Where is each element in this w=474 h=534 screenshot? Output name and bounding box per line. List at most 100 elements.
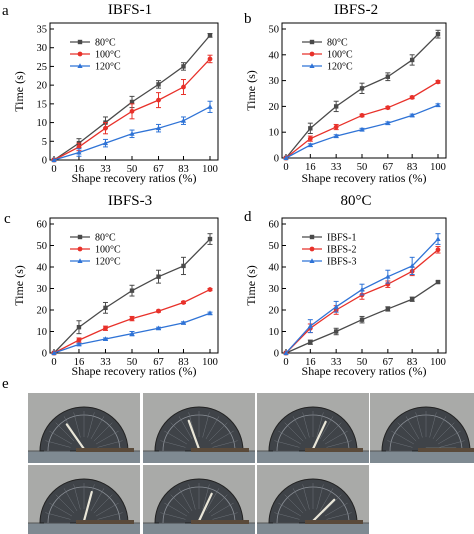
protractor-ray bbox=[326, 440, 352, 448]
data-point bbox=[333, 303, 339, 309]
protractor-ray bbox=[316, 484, 324, 510]
chart-title: IBFS-2 bbox=[334, 2, 378, 18]
y-tick-label: 0 bbox=[274, 349, 279, 360]
protractor-ray bbox=[302, 412, 310, 438]
legend-marker bbox=[77, 234, 83, 240]
data-point bbox=[76, 149, 82, 155]
x-tick-label: 100 bbox=[202, 357, 218, 368]
protractor-ray bbox=[437, 430, 461, 445]
x-tick-label: 67 bbox=[383, 162, 394, 173]
clamp-bar bbox=[191, 448, 249, 452]
protractor-ray bbox=[212, 440, 238, 448]
legend-label: IBFS-3 bbox=[327, 257, 356, 268]
legend-marker bbox=[77, 63, 83, 68]
data-point bbox=[129, 288, 135, 293]
x-tick-label: 83 bbox=[178, 164, 189, 175]
data-point bbox=[103, 305, 108, 311]
protractor-ray bbox=[284, 494, 304, 514]
protractor-ray bbox=[439, 440, 465, 448]
data-point bbox=[51, 157, 57, 162]
data-point bbox=[308, 340, 313, 345]
protractor-ray bbox=[55, 494, 75, 514]
data-point bbox=[283, 155, 289, 160]
ruler-strip bbox=[28, 451, 140, 463]
series-120°C: 120°C bbox=[51, 62, 213, 162]
data-point bbox=[156, 82, 161, 87]
data-point bbox=[359, 113, 365, 118]
data-point bbox=[359, 86, 365, 91]
y-tick-label: 30 bbox=[269, 76, 280, 87]
sample-strip bbox=[187, 419, 201, 451]
x-tick-label: 67 bbox=[383, 357, 394, 368]
legend-marker bbox=[77, 258, 83, 263]
y-tick-label: 40 bbox=[269, 263, 280, 274]
ruler-strip bbox=[370, 451, 474, 463]
y-tick-label: 30 bbox=[269, 284, 280, 295]
data-point bbox=[409, 57, 415, 63]
ruler-strip bbox=[257, 523, 369, 534]
x-tick-label: 33 bbox=[100, 164, 111, 175]
y-tick-label: 30 bbox=[37, 43, 48, 54]
data-point bbox=[207, 310, 213, 316]
y-tick-label: 35 bbox=[37, 25, 48, 36]
panel-letter: b bbox=[244, 11, 252, 27]
protractor-ray bbox=[202, 412, 210, 438]
protractor-ray bbox=[93, 422, 113, 442]
data-point bbox=[207, 236, 213, 242]
y-tick-label: 50 bbox=[269, 25, 280, 36]
series-line bbox=[285, 249, 439, 354]
protractor-ray bbox=[63, 488, 78, 512]
series-80°C: 80°C bbox=[283, 29, 441, 161]
x-tick-label: 100 bbox=[430, 162, 446, 173]
x-tick-label: 50 bbox=[127, 164, 138, 175]
data-point bbox=[308, 126, 313, 131]
series-IBFS-3: IBFS-3 bbox=[283, 233, 441, 355]
protractor-ray bbox=[429, 412, 437, 438]
legend-label: 80°C bbox=[95, 233, 116, 244]
protractor-ray bbox=[274, 440, 300, 448]
clamp-bar bbox=[76, 520, 134, 524]
protractor-ray bbox=[170, 494, 190, 514]
y-tick-label: 20 bbox=[37, 81, 48, 92]
y-tick-label: 20 bbox=[269, 102, 280, 113]
x-tick-label: 83 bbox=[178, 357, 189, 368]
chart-panel-a: 0 5 10 15 20 25 30 35 0 16 33 50 67 83 100 IBFS-1 a Shape… bbox=[2, 2, 219, 185]
protractor-ray bbox=[322, 422, 342, 442]
legend-marker bbox=[309, 51, 315, 57]
data-point bbox=[385, 74, 391, 79]
data-point bbox=[333, 124, 339, 130]
legend-marker bbox=[77, 51, 83, 57]
protractor-ray bbox=[319, 416, 334, 440]
protractor-ray bbox=[397, 422, 417, 442]
data-point bbox=[129, 316, 135, 321]
protractor-ray bbox=[435, 422, 455, 442]
y-axis-label: Time (s) bbox=[12, 71, 26, 112]
protractor-ray bbox=[73, 412, 81, 438]
x-tick-label: 67 bbox=[153, 164, 164, 175]
x-tick-label: 33 bbox=[331, 357, 342, 368]
photo-frame-5 bbox=[28, 465, 140, 534]
x-tick-label: 67 bbox=[153, 357, 164, 368]
x-tick-label: 16 bbox=[305, 357, 316, 368]
protractor-ray bbox=[284, 422, 304, 442]
data-point bbox=[283, 350, 289, 355]
data-point bbox=[307, 136, 313, 142]
y-axis-label: Time (s) bbox=[244, 70, 258, 111]
protractor-ray bbox=[55, 422, 75, 442]
protractor-ray bbox=[95, 430, 119, 445]
legend-label: IBFS-2 bbox=[327, 245, 356, 256]
photo-frame-1 bbox=[28, 393, 140, 463]
protractor-ray bbox=[205, 488, 220, 512]
legend-label: 100°C bbox=[95, 245, 121, 256]
clamp-bar bbox=[191, 520, 249, 524]
legend-marker bbox=[309, 63, 315, 68]
series-IBFS-1: IBFS-1 bbox=[283, 233, 441, 356]
y-tick-label: 10 bbox=[37, 327, 48, 338]
photo-strip: e bbox=[2, 376, 474, 534]
x-tick-label: 33 bbox=[331, 162, 342, 173]
data-point bbox=[385, 120, 391, 126]
protractor-ray bbox=[188, 484, 196, 510]
panel-letter: a bbox=[2, 3, 9, 19]
protractor-ray bbox=[160, 512, 186, 520]
protractor-ray bbox=[95, 502, 119, 517]
